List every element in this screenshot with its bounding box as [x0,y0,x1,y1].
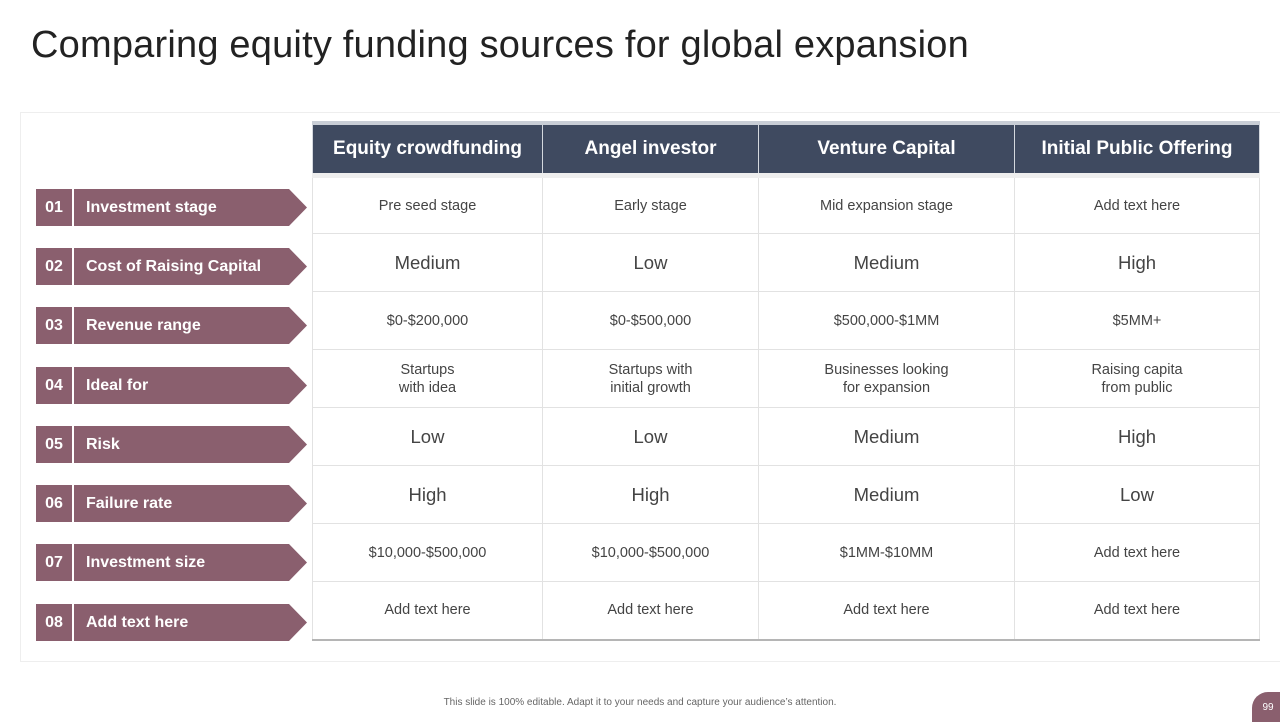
row-label-risk: 05 Risk [36,426,307,463]
row-number: 04 [36,367,72,404]
level-cell: Medium [758,233,1015,292]
table-cell: Add text here [542,581,759,641]
table-row-add-text: Add text here Add text here Add text her… [312,581,1260,641]
row-label-investment-stage: 01 Investment stage [36,189,307,226]
cell-line: Startups [400,361,455,378]
row-arrow-label: Investment stage [74,189,307,226]
level-cell: Medium [758,407,1015,466]
table-cell: Pre seed stage [312,173,543,234]
row-arrow-label: Cost of Raising Capital [74,248,307,285]
table-row-investment-size: $10,000-$500,000 $10,000-$500,000 $1MM-$… [312,523,1260,582]
level-cell: Low [542,233,759,292]
row-number: 07 [36,544,72,581]
level-cell: High [1014,407,1260,466]
row-number: 08 [36,604,72,641]
table-cell: Startups with initial growth [542,349,759,408]
table-cell: Startups with idea [312,349,543,408]
table-row-ideal-for: Startups with idea Startups with initial g… [312,349,1260,408]
table-cell: $500,000-$1MM [758,291,1015,350]
row-label-failure-rate: 06 Failure rate [36,485,307,522]
cell-line: Businesses looking [824,361,949,378]
row-arrow-label: Ideal for [74,367,307,404]
level-cell: Low [1014,465,1260,524]
cell-line: for expansion [842,379,931,396]
slide-footer-note: This slide is 100% editable. Adapt it to… [443,697,837,708]
page-number-badge: 99 [1252,692,1280,722]
table-row-failure-rate: High High Medium Low [312,465,1260,524]
row-label-cost-of-raising-capital: 02 Cost of Raising Capital [36,248,307,285]
table-cell: $10,000-$500,000 [312,523,543,582]
table-cell: Early stage [542,173,759,234]
cell-line: with idea [398,379,457,396]
column-header-initial-public-offering: Initial Public Offering [1014,121,1260,176]
level-cell: High [1014,233,1260,292]
cell-line: initial growth [610,379,691,396]
level-cell: Medium [312,233,543,292]
level-cell: High [312,465,543,524]
table-cell: $10,000-$500,000 [542,523,759,582]
table-cell: $5MM+ [1014,291,1260,350]
row-number: 02 [36,248,72,285]
level-cell: Medium [758,465,1015,524]
column-header-equity-crowdfunding: Equity crowdfunding [312,121,543,176]
column-header-angel-investor: Angel investor [542,121,759,176]
row-label-investment-size: 07 Investment size [36,544,307,581]
row-number: 06 [36,485,72,522]
table-row-investment-stage: Pre seed stage Early stage Mid expansion… [312,173,1260,234]
row-label-ideal-for: 04 Ideal for [36,367,307,404]
table-cell: Raising capita from public [1014,349,1260,408]
row-number: 03 [36,307,72,344]
column-header-venture-capital: Venture Capital [758,121,1015,176]
row-arrow-label: Risk [74,426,307,463]
table-cell: $0-$200,000 [312,291,543,350]
row-label-add-text: 08 Add text here [36,604,307,641]
row-number: 01 [36,189,72,226]
row-arrow-label: Revenue range [74,307,307,344]
table-cell: Add text here [1014,173,1260,234]
cell-line: Raising capita [1091,361,1183,378]
row-arrow-label: Investment size [74,544,307,581]
level-cell: Low [312,407,543,466]
cell-line: from public [1101,379,1173,396]
table-cell: Add text here [1014,581,1260,641]
table-row-risk: Low Low Medium High [312,407,1260,466]
table-cell: Businesses looking for expansion [758,349,1015,408]
row-arrow-label: Failure rate [74,485,307,522]
table-row-cost-of-raising-capital: Medium Low Medium High [312,233,1260,292]
comparison-table: Equity crowdfunding Angel investor Ventu… [312,121,1260,641]
table-row-revenue-range: $0-$200,000 $0-$500,000 $500,000-$1MM $5… [312,291,1260,350]
table-header-row: Equity crowdfunding Angel investor Ventu… [312,121,1260,176]
row-arrow-label: Add text here [74,604,307,641]
table-cell: Mid expansion stage [758,173,1015,234]
table-cell: $0-$500,000 [542,291,759,350]
level-cell: High [542,465,759,524]
slide-title: Comparing equity funding sources for glo… [31,24,969,66]
row-number: 05 [36,426,72,463]
cell-line: Startups with [608,361,693,378]
table-cell: Add text here [312,581,543,641]
table-cell: Add text here [1014,523,1260,582]
row-label-revenue-range: 03 Revenue range [36,307,307,344]
level-cell: Low [542,407,759,466]
table-cell: Add text here [758,581,1015,641]
table-cell: $1MM-$10MM [758,523,1015,582]
